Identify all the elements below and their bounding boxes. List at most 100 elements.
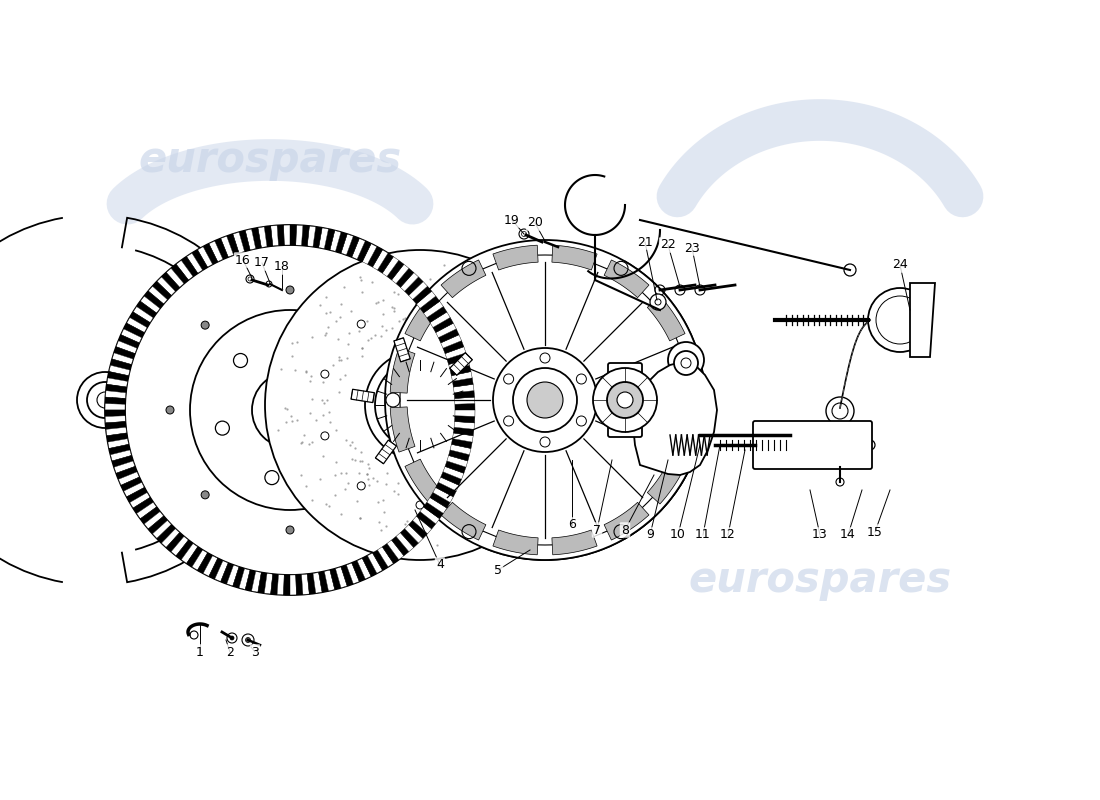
Polygon shape: [277, 225, 284, 246]
Text: eurospares: eurospares: [139, 139, 402, 181]
Wedge shape: [605, 262, 705, 538]
Polygon shape: [346, 236, 360, 257]
Polygon shape: [455, 410, 475, 417]
Polygon shape: [454, 397, 475, 404]
Polygon shape: [433, 487, 453, 502]
Polygon shape: [136, 502, 156, 518]
Polygon shape: [176, 260, 192, 280]
Polygon shape: [307, 574, 316, 594]
Text: 11: 11: [695, 529, 711, 542]
Polygon shape: [451, 438, 472, 449]
Text: 23: 23: [684, 242, 700, 254]
Polygon shape: [330, 230, 341, 251]
Polygon shape: [647, 296, 685, 341]
Circle shape: [513, 368, 578, 432]
Polygon shape: [245, 570, 255, 591]
Text: 3: 3: [251, 646, 258, 658]
Polygon shape: [157, 277, 175, 295]
Polygon shape: [109, 444, 130, 454]
Polygon shape: [910, 283, 935, 357]
Polygon shape: [227, 565, 239, 586]
Polygon shape: [324, 570, 334, 591]
Text: 7: 7: [593, 523, 601, 537]
Polygon shape: [373, 550, 388, 570]
Polygon shape: [409, 521, 428, 538]
Circle shape: [245, 638, 251, 642]
Polygon shape: [336, 567, 348, 588]
Text: 20: 20: [527, 217, 543, 230]
Text: 21: 21: [637, 235, 653, 249]
Polygon shape: [412, 286, 431, 304]
Polygon shape: [454, 390, 474, 398]
Circle shape: [406, 406, 414, 414]
Circle shape: [201, 491, 209, 499]
Polygon shape: [106, 427, 127, 436]
Text: 17: 17: [254, 257, 270, 270]
Polygon shape: [162, 529, 179, 547]
Polygon shape: [417, 511, 436, 529]
Polygon shape: [436, 482, 456, 497]
Polygon shape: [271, 574, 278, 594]
Polygon shape: [301, 574, 309, 594]
Polygon shape: [455, 403, 475, 410]
Polygon shape: [358, 558, 371, 579]
Polygon shape: [405, 277, 424, 295]
Polygon shape: [271, 226, 278, 246]
Polygon shape: [453, 427, 474, 436]
Polygon shape: [133, 498, 153, 514]
Polygon shape: [114, 346, 135, 359]
Polygon shape: [452, 433, 473, 442]
Polygon shape: [430, 493, 450, 508]
Polygon shape: [112, 353, 133, 365]
Polygon shape: [675, 407, 700, 452]
Circle shape: [617, 392, 632, 408]
Polygon shape: [346, 563, 360, 584]
Polygon shape: [257, 573, 267, 593]
Polygon shape: [330, 569, 341, 590]
Circle shape: [607, 382, 644, 418]
Polygon shape: [452, 378, 473, 387]
Polygon shape: [400, 529, 418, 547]
Polygon shape: [192, 250, 208, 270]
Polygon shape: [198, 553, 212, 574]
Polygon shape: [104, 403, 125, 410]
Polygon shape: [493, 245, 538, 270]
Polygon shape: [119, 334, 140, 348]
Polygon shape: [108, 371, 129, 382]
Circle shape: [493, 348, 597, 452]
Polygon shape: [157, 525, 175, 543]
Text: 1: 1: [196, 646, 204, 658]
Polygon shape: [412, 516, 431, 534]
Polygon shape: [121, 329, 142, 343]
Circle shape: [527, 382, 563, 418]
Text: 13: 13: [812, 529, 828, 542]
Circle shape: [385, 240, 705, 560]
Polygon shape: [314, 227, 322, 247]
Polygon shape: [427, 306, 447, 322]
Polygon shape: [233, 232, 244, 253]
Polygon shape: [136, 302, 156, 318]
Polygon shape: [449, 450, 470, 461]
Polygon shape: [290, 575, 297, 595]
Polygon shape: [352, 561, 365, 582]
Polygon shape: [264, 226, 273, 246]
Polygon shape: [106, 390, 125, 398]
Polygon shape: [632, 362, 717, 475]
Polygon shape: [204, 556, 218, 576]
Polygon shape: [493, 530, 538, 555]
Polygon shape: [450, 444, 471, 454]
Circle shape: [201, 321, 209, 329]
Polygon shape: [405, 296, 442, 341]
Polygon shape: [358, 241, 371, 262]
Polygon shape: [126, 318, 147, 333]
Polygon shape: [110, 359, 131, 370]
Polygon shape: [390, 407, 415, 452]
Polygon shape: [362, 244, 377, 264]
Polygon shape: [443, 466, 464, 479]
Polygon shape: [209, 241, 223, 262]
Polygon shape: [296, 574, 303, 595]
Polygon shape: [182, 257, 198, 277]
Polygon shape: [433, 318, 453, 333]
Polygon shape: [675, 348, 700, 393]
Polygon shape: [375, 440, 396, 464]
